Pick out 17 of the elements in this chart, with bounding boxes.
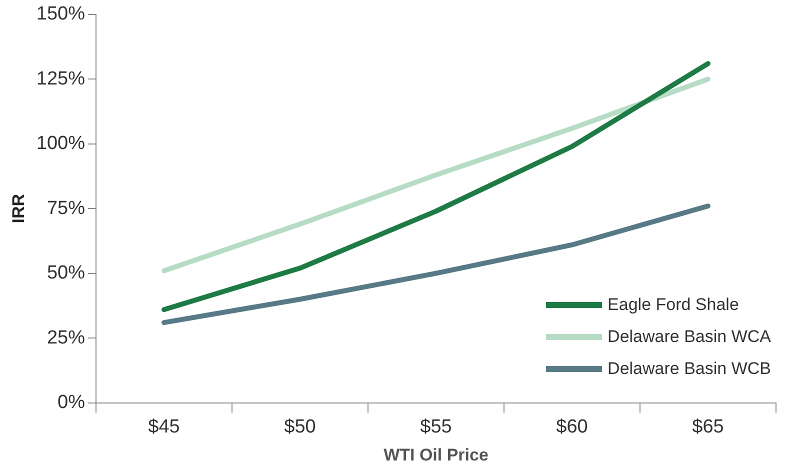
x-axis-title: WTI Oil Price [384,445,488,464]
x-tick-label: $60 [556,416,588,438]
x-tick-label: $55 [420,416,452,438]
legend-label: Delaware Basin WCA [608,327,771,347]
y-tick-label: 50% [46,262,86,284]
y-tick-label: 125% [36,68,86,90]
x-tick-label: $50 [284,416,316,438]
y-tick-label: 0% [58,392,86,414]
y-tick-label: 75% [46,198,86,219]
y-tick-label: 150% [36,4,86,25]
y-axis-title: IRR [8,194,28,224]
x-tick-label: $45 [148,416,180,438]
y-tick-label: 100% [36,133,86,154]
x-tick-label: $65 [692,416,724,438]
y-tick-label: 25% [46,327,86,348]
legend-label: Eagle Ford Shale [608,295,739,315]
legend-label: Delaware Basin WCB [608,359,771,379]
